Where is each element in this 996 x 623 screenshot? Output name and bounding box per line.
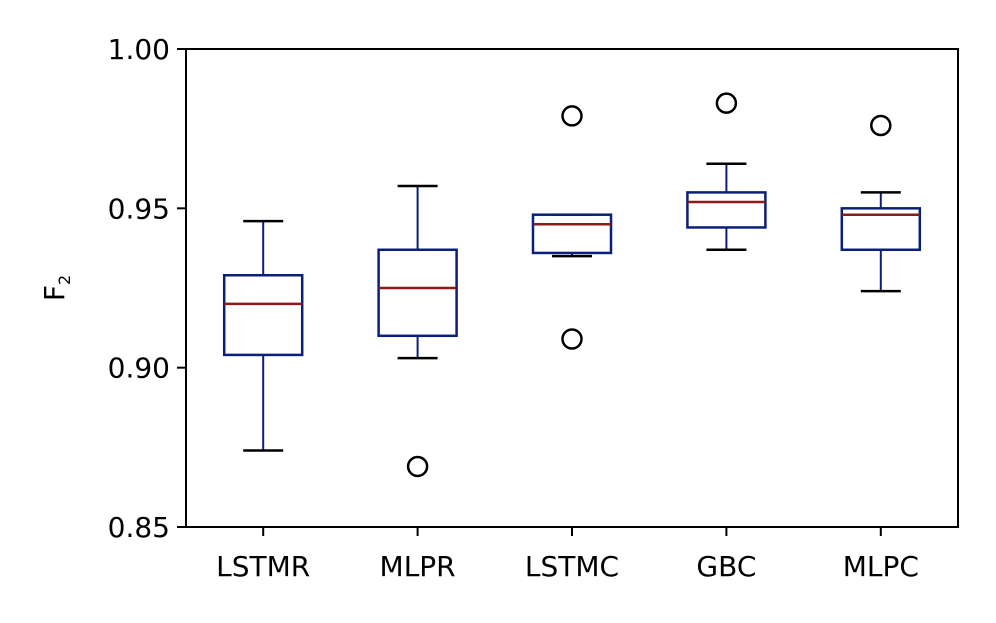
outlier-point bbox=[870, 114, 892, 137]
box-group-mlpc bbox=[840, 114, 922, 293]
outlier-point bbox=[561, 328, 583, 350]
outlier-point bbox=[561, 105, 583, 127]
box-group-mlpr bbox=[377, 184, 458, 478]
box-body bbox=[840, 207, 922, 252]
box-group-gbc bbox=[686, 92, 767, 252]
y-axis-label-main: F bbox=[38, 285, 71, 301]
y-tick-label: 0.95 bbox=[108, 192, 170, 225]
y-axis-ticks: 0.85 0.90 0.95 1.00 bbox=[108, 33, 186, 544]
y-tick-label: 0.85 bbox=[108, 511, 170, 544]
x-axis-ticks: LSTMR MLPR LSTMC GBC MLPC bbox=[216, 527, 919, 583]
box-group-lstmr bbox=[222, 219, 304, 452]
x-tick-label: MLPR bbox=[380, 550, 456, 583]
x-tick-label: LSTMR bbox=[216, 550, 310, 583]
box-body bbox=[531, 213, 613, 255]
y-tick-label: 1.00 bbox=[108, 33, 170, 66]
box-body bbox=[222, 274, 304, 357]
y-axis-label-subscript: 2 bbox=[55, 275, 74, 285]
box-group-lstmc bbox=[531, 105, 613, 350]
x-tick-label: GBC bbox=[696, 550, 756, 583]
outlier-point bbox=[406, 455, 429, 478]
x-tick-label: LSTMC bbox=[525, 550, 619, 583]
x-tick-label: MLPC bbox=[843, 550, 919, 583]
outlier-point bbox=[715, 92, 738, 114]
box-body bbox=[377, 248, 458, 338]
y-tick-label: 0.90 bbox=[108, 352, 170, 385]
y-axis-label: F2 bbox=[38, 275, 74, 301]
box-series bbox=[222, 92, 922, 478]
box-body bbox=[686, 191, 767, 229]
